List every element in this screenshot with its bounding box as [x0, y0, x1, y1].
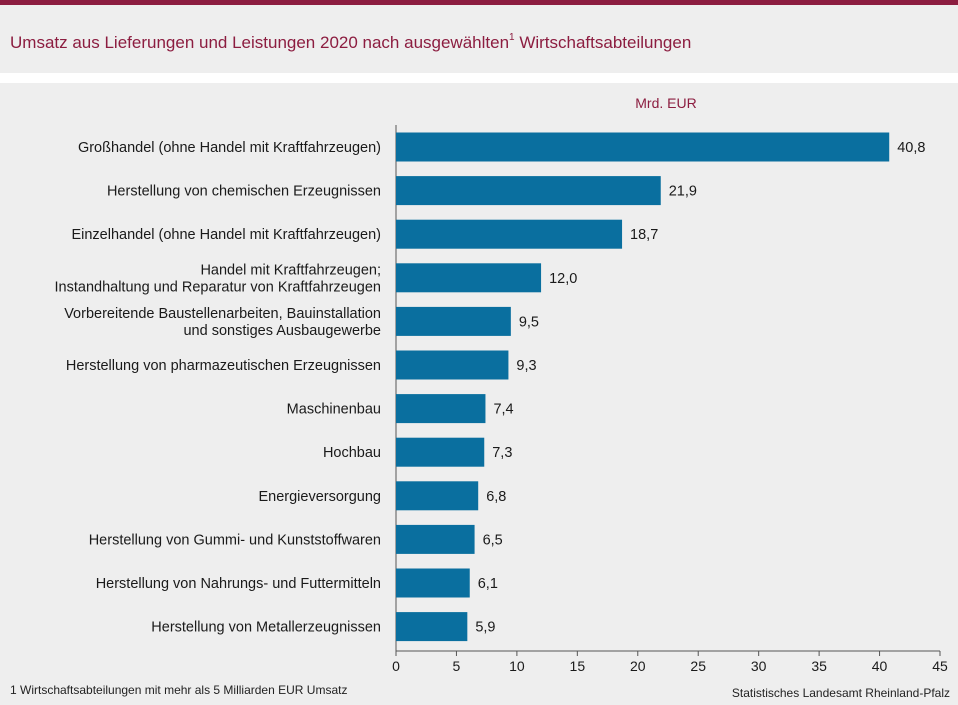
x-tick-label: 15	[570, 658, 586, 674]
category-label: Hochbau	[323, 445, 381, 461]
x-tick-label: 0	[392, 658, 400, 674]
x-tick-label: 20	[630, 658, 646, 674]
source-credit: Statistisches Landesamt Rheinland-Pfalz	[731, 686, 950, 700]
title-footnote-marker: 1	[509, 32, 515, 44]
x-tick-label: 40	[872, 658, 888, 674]
data-label: 18,7	[630, 227, 658, 243]
data-label: 5,9	[475, 620, 495, 636]
data-label: 40,8	[897, 140, 925, 156]
bar	[396, 524, 475, 554]
data-label: 6,1	[478, 576, 498, 592]
x-tick-label: 25	[690, 658, 706, 674]
data-label: 12,0	[549, 271, 577, 287]
data-label: 7,3	[492, 445, 512, 461]
category-label: Herstellung von chemischen Erzeugnissen	[107, 184, 381, 200]
category-label: Vorbereitende Baustellenarbeiten, Bauins…	[64, 306, 381, 322]
category-label: Einzelhandel (ohne Handel mit Kraftfahrz…	[71, 227, 381, 243]
data-label: 7,4	[493, 402, 513, 418]
bar	[396, 263, 542, 293]
category-label: Herstellung von pharmazeutischen Erzeugn…	[66, 358, 381, 374]
x-tick-label: 45	[932, 658, 948, 674]
category-label: Großhandel (ohne Handel mit Kraftfahrzeu…	[78, 140, 381, 156]
bar	[396, 437, 485, 467]
bar	[396, 394, 486, 424]
title-area: Umsatz aus Lieferungen und Leistungen 20…	[0, 5, 958, 73]
bar	[396, 612, 468, 642]
x-tick-label: 30	[751, 658, 767, 674]
data-label: 6,8	[486, 489, 506, 505]
data-label: 9,3	[516, 358, 536, 374]
category-label: Maschinenbau	[287, 402, 381, 418]
bar	[396, 176, 661, 206]
category-label: Handel mit Kraftfahrzeugen;	[200, 262, 381, 278]
data-label: 9,5	[519, 314, 539, 330]
bar	[396, 350, 509, 380]
category-label: Herstellung von Metallerzeugnissen	[151, 620, 381, 636]
bar	[396, 132, 890, 162]
x-tick-label: 10	[509, 658, 525, 674]
category-label: Energieversorgung	[258, 489, 381, 505]
data-label: 6,5	[483, 532, 503, 548]
x-tick-label: 35	[811, 658, 827, 674]
bar	[396, 219, 623, 249]
bar	[396, 306, 511, 336]
bar	[396, 568, 470, 598]
category-label: Herstellung von Nahrungs- und Futtermitt…	[96, 576, 381, 592]
bar	[396, 481, 479, 511]
footnote: 1 Wirtschaftsabteilungen mit mehr als 5 …	[10, 683, 348, 697]
separator	[0, 73, 958, 83]
chart-title: Umsatz aus Lieferungen und Leistungen 20…	[10, 32, 692, 52]
top-accent-rule	[0, 0, 958, 5]
x-tick-label: 5	[453, 658, 461, 674]
data-label: 21,9	[669, 184, 697, 200]
category-label: und sonstiges Ausbaugewerbe	[183, 323, 381, 339]
category-label: Herstellung von Gummi- und Kunststoffwar…	[89, 532, 381, 548]
unit-label: Mrd. EUR	[635, 95, 697, 111]
category-label: Instandhaltung und Reparatur von Kraftfa…	[55, 279, 381, 295]
